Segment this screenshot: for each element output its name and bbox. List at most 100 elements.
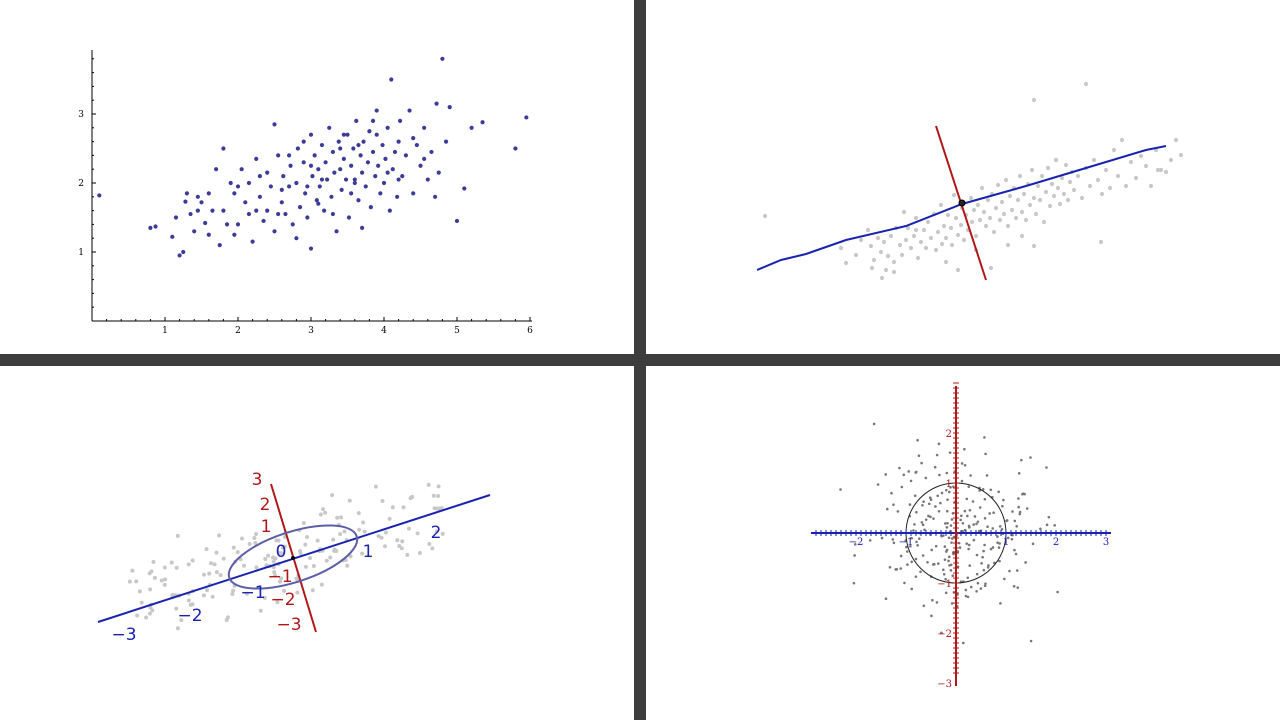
data-point <box>906 563 909 566</box>
data-point <box>968 195 974 201</box>
data-point <box>195 208 200 213</box>
data-point <box>1115 173 1121 179</box>
data-point <box>985 474 989 477</box>
data-point <box>159 578 164 583</box>
x-tick-label: 3 <box>308 326 314 336</box>
data-point <box>265 208 270 213</box>
data-point <box>308 556 313 561</box>
data-point <box>1098 239 1104 245</box>
data-point <box>195 194 200 199</box>
data-point <box>913 523 916 526</box>
data-point <box>948 564 951 567</box>
data-point <box>278 579 283 584</box>
data-point <box>205 588 210 593</box>
data-point <box>332 170 337 175</box>
data-point <box>925 219 931 225</box>
data-point <box>1027 202 1033 208</box>
x-tick-label: 4 <box>381 326 387 336</box>
data-point <box>417 551 422 556</box>
data-point <box>936 494 940 498</box>
red-axis-label: 2 <box>260 495 271 515</box>
data-point <box>923 245 929 251</box>
data-point <box>356 142 361 148</box>
data-point <box>903 581 906 585</box>
data-point <box>967 485 971 488</box>
data-point <box>897 242 903 248</box>
data-point <box>303 191 308 196</box>
data-point <box>880 536 884 540</box>
data-point <box>988 512 991 515</box>
data-point <box>950 537 954 540</box>
data-point <box>983 436 986 439</box>
data-point <box>943 235 949 241</box>
data-point <box>342 529 347 534</box>
data-point <box>983 584 987 587</box>
data-point <box>975 589 978 593</box>
data-point <box>266 553 271 558</box>
panel-raw-scatter: 1 2 3 4 5 6 1 2 3 <box>0 0 634 354</box>
data-point <box>230 592 235 597</box>
data-point <box>916 438 919 442</box>
data-point <box>301 139 306 144</box>
data-point <box>885 507 889 511</box>
data-point <box>314 198 319 203</box>
data-point <box>429 149 434 155</box>
data-point <box>930 548 934 552</box>
data-point <box>968 508 972 512</box>
data-point <box>943 259 949 265</box>
data-point <box>367 129 372 134</box>
data-point <box>1056 590 1059 594</box>
data-point <box>434 101 439 106</box>
data-point <box>310 174 315 179</box>
data-point <box>301 520 306 525</box>
data-point <box>1123 183 1129 189</box>
data-point <box>361 139 366 144</box>
data-point <box>975 522 978 526</box>
data-point <box>920 521 924 524</box>
data-point <box>1031 97 1037 103</box>
data-point <box>218 573 223 578</box>
data-point <box>381 180 387 186</box>
data-point <box>949 569 953 572</box>
data-point <box>923 528 926 532</box>
data-point <box>244 591 249 596</box>
data-point <box>330 149 335 155</box>
data-point <box>462 186 467 191</box>
data-point <box>945 548 949 552</box>
data-point <box>308 132 314 137</box>
data-point <box>947 559 950 563</box>
data-point <box>956 549 960 553</box>
data-point <box>275 600 280 605</box>
data-point <box>179 618 184 623</box>
x-tick-label: 3 <box>1103 537 1109 548</box>
data-point <box>926 560 929 564</box>
data-point <box>988 265 994 271</box>
data-point <box>308 246 314 251</box>
data-point <box>232 191 237 196</box>
data-point <box>385 125 390 130</box>
x-tick-label: −2 <box>849 537 864 548</box>
data-point <box>206 232 211 237</box>
data-point <box>1059 175 1065 181</box>
data-point <box>1013 215 1019 221</box>
data-point <box>950 602 954 605</box>
data-point <box>976 520 980 524</box>
data-point <box>1015 569 1019 572</box>
data-point <box>322 208 327 213</box>
data-point <box>323 510 328 515</box>
data-point <box>370 149 376 155</box>
data-point <box>935 453 939 457</box>
data-point <box>380 142 385 148</box>
data-point <box>944 488 948 492</box>
data-point <box>1075 173 1081 179</box>
data-point <box>1017 505 1020 509</box>
data-point <box>387 516 392 521</box>
data-point <box>183 199 188 204</box>
data-point <box>1173 137 1179 143</box>
data-point <box>177 253 182 258</box>
data-point <box>148 587 153 592</box>
data-point <box>1011 510 1014 513</box>
data-point <box>400 539 405 544</box>
data-point <box>999 602 1002 605</box>
y-tick-label: 3 <box>78 110 84 120</box>
